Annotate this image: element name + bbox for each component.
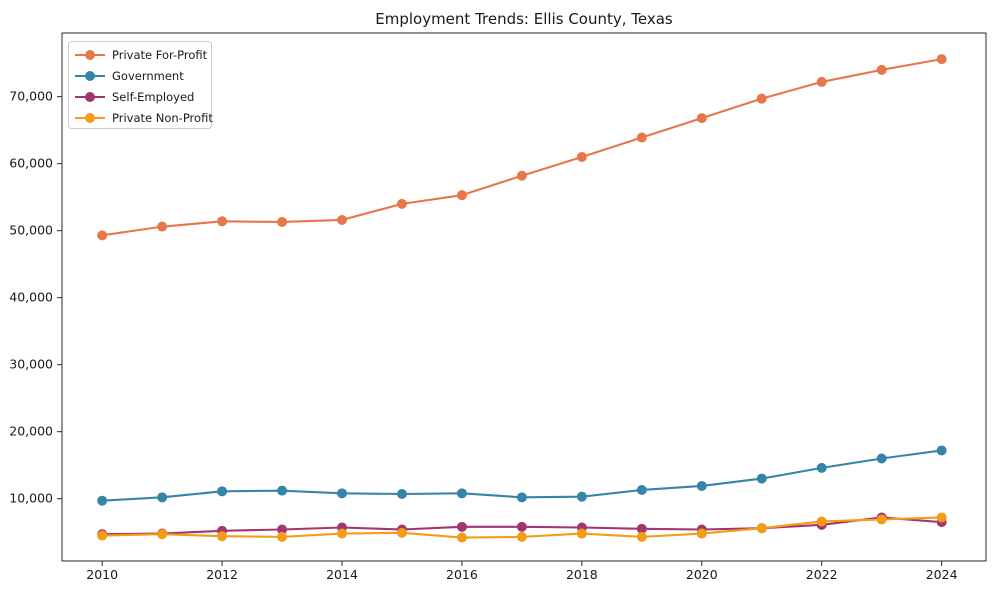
legend-box (68, 41, 212, 129)
data-point-marker (337, 528, 348, 539)
y-axis-tick-label: 60,000 (9, 156, 53, 171)
data-point-marker (97, 530, 108, 541)
y-axis-tick-label: 30,000 (9, 357, 53, 372)
x-axis-tick-label: 2022 (806, 567, 838, 582)
data-point-marker (576, 491, 587, 502)
data-point-marker (696, 113, 707, 124)
data-point-marker (636, 484, 647, 495)
data-point-marker (876, 64, 887, 75)
data-point-marker (217, 216, 228, 227)
data-point-marker (756, 473, 767, 484)
legend-label: Private For-Profit (112, 48, 208, 62)
data-point-marker (696, 528, 707, 539)
data-point-marker (576, 528, 587, 539)
x-axis-tick-label: 2024 (926, 567, 958, 582)
data-point-marker (277, 524, 288, 535)
data-point-marker (337, 214, 348, 225)
data-point-marker (936, 445, 947, 456)
data-point-marker (936, 54, 947, 65)
x-axis-tick-label: 2020 (686, 567, 718, 582)
legend-label: Government (112, 69, 184, 83)
data-point-marker (217, 486, 228, 497)
data-point-marker (157, 221, 168, 232)
data-point-marker (157, 529, 168, 540)
y-axis-tick-label: 70,000 (9, 89, 53, 104)
y-axis-tick-label: 50,000 (9, 223, 53, 238)
data-point-marker (456, 190, 467, 201)
data-point-marker (157, 492, 168, 503)
legend-marker-icon (85, 50, 95, 60)
plot-frame (61, 32, 987, 562)
data-point-marker (816, 462, 827, 473)
data-point-marker (756, 523, 767, 534)
data-point-marker (277, 216, 288, 227)
data-point-marker (217, 531, 228, 542)
data-point-marker (516, 531, 527, 542)
legend-marker-icon (85, 113, 95, 123)
data-point-marker (337, 488, 348, 499)
data-point-marker (516, 170, 527, 181)
chart-title: Employment Trends: Ellis County, Texas (375, 10, 673, 28)
data-point-marker (396, 198, 407, 209)
data-point-marker (97, 495, 108, 506)
data-point-marker (816, 516, 827, 527)
data-point-marker (876, 453, 887, 464)
x-axis-tick-label: 2018 (566, 567, 598, 582)
data-point-marker (876, 514, 887, 525)
legend-marker-icon (85, 71, 95, 81)
data-point-marker (576, 151, 587, 162)
data-point-marker (636, 132, 647, 143)
data-point-marker (97, 230, 108, 241)
data-point-marker (456, 521, 467, 532)
legend: Private For-Profit Government Self-Employe… (68, 41, 213, 129)
data-point-marker (636, 523, 647, 534)
data-point-marker (277, 485, 288, 496)
legend-label: Private Non-Profit (112, 111, 213, 125)
y-axis-tick-label: 20,000 (9, 424, 53, 439)
data-point-marker (936, 512, 947, 523)
data-point-marker (756, 93, 767, 104)
x-axis-tick-label: 2012 (206, 567, 238, 582)
data-point-marker (516, 492, 527, 503)
data-point-marker (636, 531, 647, 542)
y-axis-tick-label: 10,000 (9, 491, 53, 506)
data-point-marker (816, 76, 827, 87)
data-point-marker (516, 521, 527, 532)
data-point-marker (696, 480, 707, 491)
x-axis-tick-label: 2016 (446, 567, 478, 582)
legend-marker-icon (85, 92, 95, 102)
data-point-marker (456, 488, 467, 499)
data-point-marker (456, 532, 467, 543)
legend-label: Self-Employed (112, 90, 194, 104)
data-point-marker (277, 531, 288, 542)
data-point-marker (396, 527, 407, 538)
x-axis-tick-label: 2014 (326, 567, 358, 582)
y-axis-tick-label: 40,000 (9, 290, 53, 305)
data-point-marker (396, 488, 407, 499)
x-axis-tick-label: 2010 (86, 567, 118, 582)
